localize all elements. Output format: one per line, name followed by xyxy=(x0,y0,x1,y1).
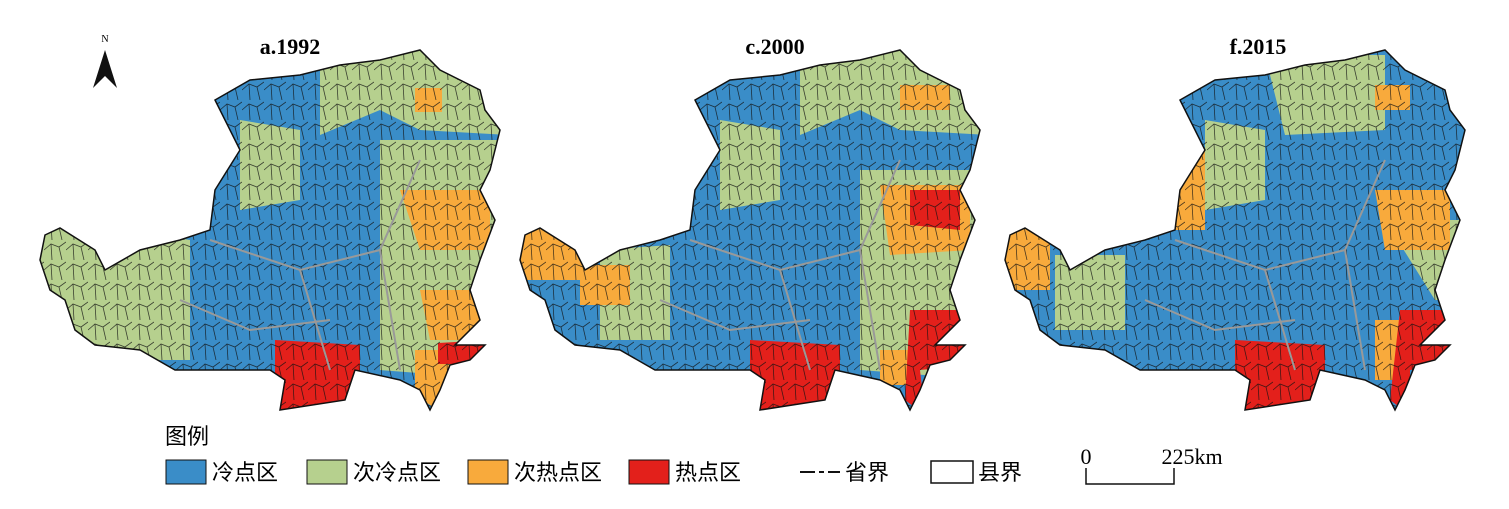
legend-swatch xyxy=(467,459,509,485)
province-border xyxy=(1144,159,1386,371)
county-borders xyxy=(520,50,980,410)
map-2000 xyxy=(519,49,981,411)
legend-label: 次热点区 xyxy=(514,460,602,485)
scale-bar xyxy=(1085,468,1175,485)
legend-swatch xyxy=(165,459,207,485)
legend-swatch xyxy=(930,460,974,484)
map-title: f.2015 xyxy=(1230,34,1287,59)
scale-label: 0 xyxy=(1081,444,1092,469)
legend-swatch xyxy=(628,459,670,485)
legend-label: 省界 xyxy=(845,460,889,485)
province-border xyxy=(659,159,901,371)
map-title: c.2000 xyxy=(745,34,804,59)
legend-label: 次冷点区 xyxy=(353,460,441,485)
province-border xyxy=(179,159,421,371)
legend-swatch xyxy=(306,459,348,485)
legend-label: 冷点区 xyxy=(212,460,278,485)
legend-label: 县界 xyxy=(978,460,1022,485)
county-borders xyxy=(40,50,500,410)
map-1992 xyxy=(39,49,501,411)
map-2015 xyxy=(1004,49,1466,411)
map-title: a.1992 xyxy=(260,34,321,59)
north-arrow xyxy=(93,50,117,88)
north-label: N xyxy=(101,34,108,45)
scale-label: 225km xyxy=(1161,444,1222,469)
legend-title: 图例 xyxy=(165,424,209,449)
county-borders xyxy=(1005,50,1465,410)
legend-label: 热点区 xyxy=(675,460,741,485)
